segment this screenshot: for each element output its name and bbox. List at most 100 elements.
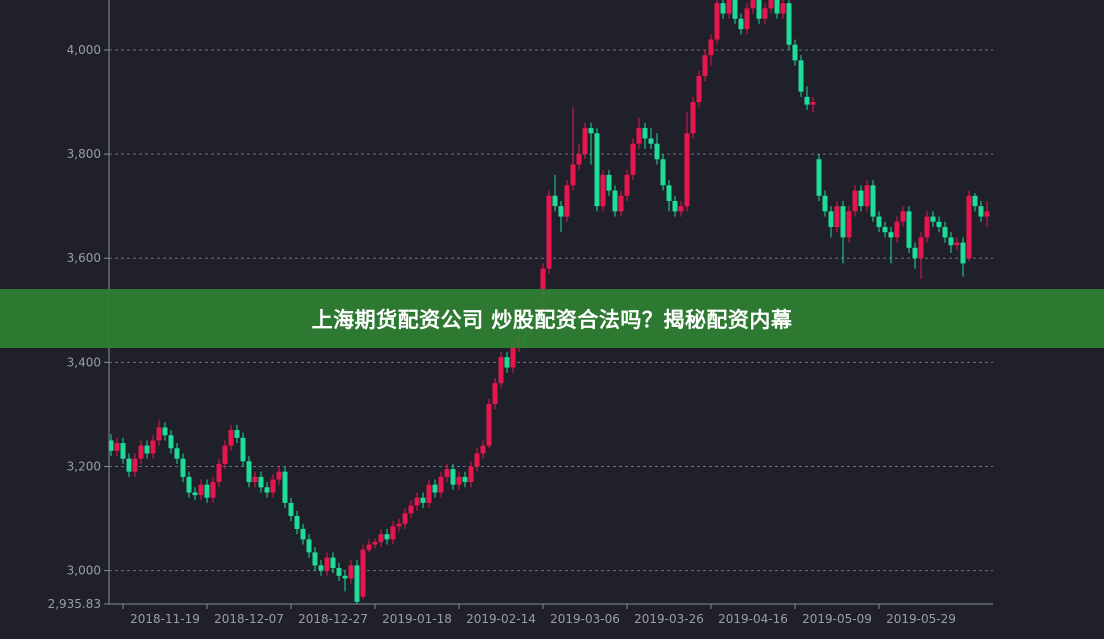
candle-body — [456, 476, 462, 485]
candle-body — [186, 476, 192, 493]
candle-body — [972, 195, 978, 207]
candle-body — [834, 206, 840, 227]
candle-body — [420, 497, 426, 503]
candle-body — [666, 185, 672, 201]
candle-body — [924, 216, 930, 238]
candle-body — [876, 216, 882, 227]
candle-body — [984, 211, 990, 217]
candle-body — [978, 206, 984, 217]
candle-body — [714, 3, 720, 40]
candle-body — [384, 534, 390, 540]
candle-body — [426, 484, 432, 503]
candle-body — [708, 39, 714, 56]
candle-body — [690, 102, 696, 134]
candle-body — [654, 143, 660, 160]
candle-body — [546, 195, 552, 269]
y-tick-label: 3,200 — [67, 459, 101, 473]
candle-body — [258, 476, 264, 488]
title-banner: 上海期货配资公司 炒股配资合法吗？揭秘配资内幕 — [0, 289, 1104, 348]
candle-body — [354, 565, 360, 602]
candle-body — [564, 185, 570, 217]
candle-body — [180, 458, 186, 477]
candle-body — [492, 383, 498, 404]
candle-body — [732, 0, 738, 19]
candle-body — [762, 8, 768, 19]
candle-body — [912, 247, 918, 259]
candles — [108, 0, 990, 604]
candle-body — [144, 445, 150, 454]
candle-body — [444, 469, 450, 477]
candle-body — [846, 211, 852, 238]
candle-body — [792, 44, 798, 61]
candle-body — [702, 55, 708, 77]
candle-body — [726, 0, 732, 14]
candle-body — [288, 502, 294, 516]
candle-body — [114, 443, 120, 451]
candle-body — [168, 435, 174, 449]
candle-body — [822, 195, 828, 212]
candle-body — [816, 159, 822, 196]
candle-body — [510, 346, 516, 368]
candle-body — [624, 174, 630, 196]
y-tick-label: 3,600 — [67, 251, 101, 265]
candle-body — [936, 221, 942, 227]
x-tick-label: 2019-04-16 — [718, 612, 788, 626]
y-tick-label: 3,800 — [67, 147, 101, 161]
candle-body — [462, 476, 468, 483]
candle-body — [966, 195, 972, 259]
candle-body — [318, 565, 324, 571]
candle-body — [486, 403, 492, 446]
candle-body — [294, 515, 300, 529]
candle-body — [408, 505, 414, 514]
candle-body — [132, 458, 138, 472]
candle-body — [942, 226, 948, 238]
candle-body — [450, 469, 456, 485]
candle-body — [498, 357, 504, 384]
candle-body — [582, 128, 588, 155]
candle-body — [162, 427, 168, 436]
candle-body — [312, 552, 318, 566]
candle-body — [336, 567, 342, 576]
candle-body — [282, 471, 288, 503]
candle-body — [270, 479, 276, 493]
candle-body — [672, 200, 678, 212]
candle-body — [858, 190, 864, 207]
x-tick-label: 2019-01-18 — [382, 612, 452, 626]
candle-body — [918, 237, 924, 259]
x-tick-label: 2019-02-14 — [466, 612, 536, 626]
candle-body — [324, 557, 330, 571]
candle-body — [642, 128, 648, 139]
x-tick-label: 2019-05-29 — [886, 612, 956, 626]
y-tick-label: 3,000 — [67, 564, 101, 578]
candle-body — [246, 461, 252, 483]
candle-body — [948, 237, 954, 246]
candle-body — [378, 534, 384, 542]
candle-body — [120, 443, 126, 459]
candle-body — [576, 154, 582, 165]
candle-body — [198, 484, 204, 496]
candle-body — [750, 0, 756, 9]
candle-body — [630, 143, 636, 175]
candle-body — [234, 430, 240, 438]
candle-body — [900, 211, 906, 222]
banner-title: 上海期货配资公司 炒股配资合法吗？揭秘配资内幕 — [311, 307, 793, 332]
candle-body — [768, 0, 774, 9]
candle-body — [618, 195, 624, 212]
candle-body — [786, 3, 792, 45]
candle-body — [108, 440, 114, 451]
candle-body — [864, 185, 870, 207]
candle-body — [552, 195, 558, 207]
candle-body — [192, 492, 198, 496]
candle-body — [396, 523, 402, 527]
candle-body — [960, 242, 966, 264]
candle-body — [390, 526, 396, 540]
candle-body — [744, 8, 750, 30]
candle-body — [828, 211, 834, 227]
candle-body — [882, 226, 888, 233]
candle-body — [720, 3, 726, 14]
candle-body — [852, 190, 858, 212]
candle-body — [570, 164, 576, 186]
x-tick-label: 2018-12-07 — [214, 612, 284, 626]
candle-body — [216, 463, 222, 483]
candle-body — [660, 159, 666, 186]
